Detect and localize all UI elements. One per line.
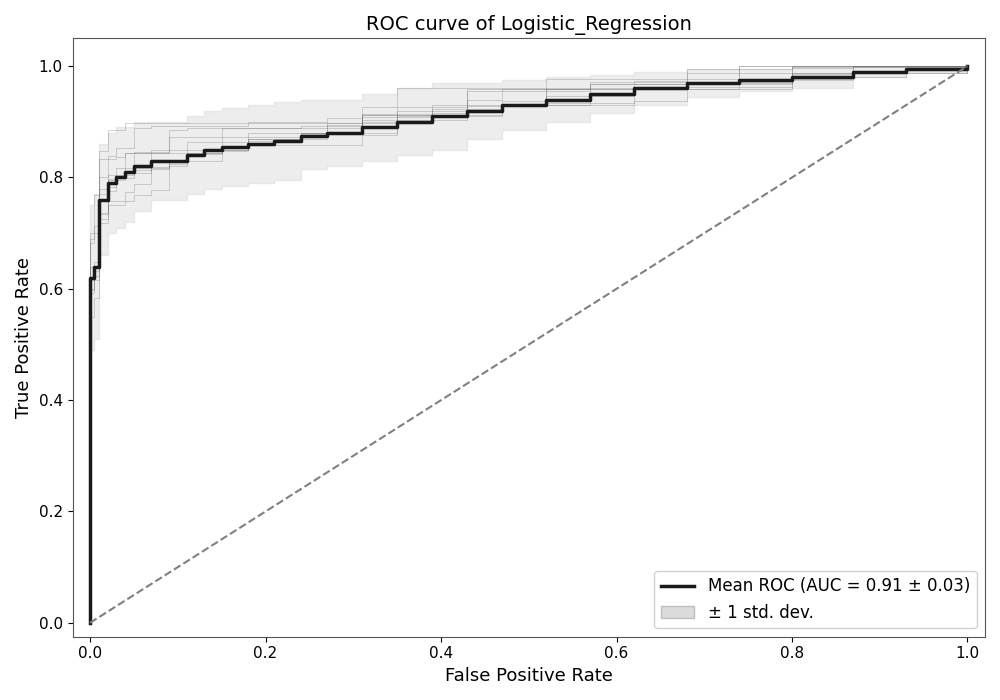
Mean ROC (AUC = 0.91 ± 0.03): [88, 262, 100, 271]
Mean ROC (AUC = 0.91 ± 0.03): [356, 123, 368, 132]
Mean ROC (AUC = 0.91 ± 0.03): [268, 137, 280, 146]
Mean ROC (AUC = 0.91 ± 0.03): [847, 67, 859, 76]
Mean ROC (AUC = 0.91 ± 0.03): [128, 162, 140, 171]
Mean ROC (AUC = 0.91 ± 0.03): [900, 64, 912, 73]
Mean ROC (AUC = 0.91 ± 0.03): [540, 95, 552, 104]
Mean ROC (AUC = 0.91 ± 0.03): [321, 129, 333, 137]
Mean ROC (AUC = 0.91 ± 0.03): [84, 274, 96, 282]
Mean ROC (AUC = 0.91 ± 0.03): [786, 73, 798, 81]
Mean ROC (AUC = 0.91 ± 0.03): [628, 84, 640, 92]
Mean ROC (AUC = 0.91 ± 0.03): [163, 157, 175, 165]
Mean ROC (AUC = 0.91 ± 0.03): [733, 76, 745, 84]
Mean ROC (AUC = 0.91 ± 0.03): [119, 168, 131, 176]
Mean ROC (AUC = 0.91 ± 0.03): [461, 106, 473, 115]
Mean ROC (AUC = 0.91 ± 0.03): [295, 132, 307, 140]
Line: Mean ROC (AUC = 0.91 ± 0.03): Mean ROC (AUC = 0.91 ± 0.03): [90, 66, 967, 623]
Title: ROC curve of Logistic_Regression: ROC curve of Logistic_Regression: [366, 15, 692, 35]
Mean ROC (AUC = 0.91 ± 0.03): [93, 195, 105, 204]
Mean ROC (AUC = 0.91 ± 0.03): [198, 146, 210, 154]
Mean ROC (AUC = 0.91 ± 0.03): [242, 140, 254, 148]
Mean ROC (AUC = 0.91 ± 0.03): [84, 619, 96, 627]
Mean ROC (AUC = 0.91 ± 0.03): [496, 101, 508, 109]
Mean ROC (AUC = 0.91 ± 0.03): [584, 90, 596, 98]
Mean ROC (AUC = 0.91 ± 0.03): [102, 179, 114, 188]
Mean ROC (AUC = 0.91 ± 0.03): [216, 143, 228, 151]
Mean ROC (AUC = 0.91 ± 0.03): [681, 78, 693, 87]
Legend: Mean ROC (AUC = 0.91 ± 0.03), ± 1 std. dev.: Mean ROC (AUC = 0.91 ± 0.03), ± 1 std. d…: [654, 570, 977, 629]
Y-axis label: True Positive Rate: True Positive Rate: [15, 257, 33, 418]
Mean ROC (AUC = 0.91 ± 0.03): [145, 157, 157, 165]
X-axis label: False Positive Rate: False Positive Rate: [445, 667, 613, 685]
Mean ROC (AUC = 0.91 ± 0.03): [391, 118, 403, 126]
Mean ROC (AUC = 0.91 ± 0.03): [426, 112, 438, 120]
Mean ROC (AUC = 0.91 ± 0.03): [181, 151, 193, 160]
Mean ROC (AUC = 0.91 ± 0.03): [961, 62, 973, 71]
Mean ROC (AUC = 0.91 ± 0.03): [110, 174, 122, 182]
